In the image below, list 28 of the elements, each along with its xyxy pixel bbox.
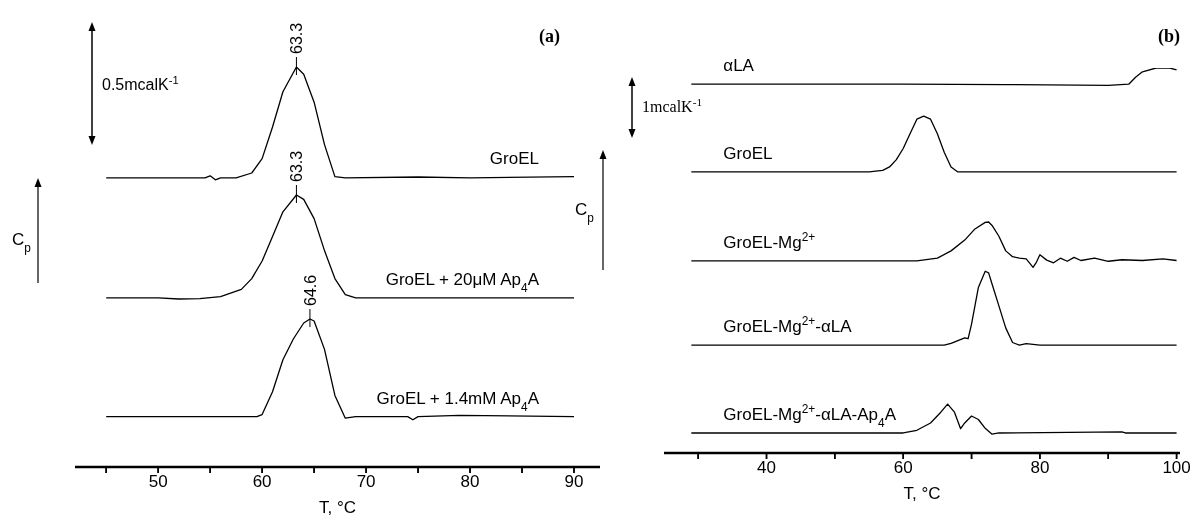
- x-tick-label: 60: [252, 472, 272, 492]
- y-axis-title: C$_{p}$: [575, 200, 595, 225]
- series-label: GroEL-Mg$^{2+}$-αLA-Ap$_{4}$A: [723, 401, 897, 430]
- chart-title: (a): [539, 26, 560, 47]
- x-tick-label: 80: [1030, 458, 1050, 478]
- x-tick-label: 60: [893, 458, 913, 478]
- x-axis-title: T, °C: [318, 498, 357, 517]
- y-axis-title: C$_{p}$: [12, 230, 32, 255]
- x-tick-label: 40: [757, 458, 776, 478]
- series-label: GroEL-Mg$^{2+}$: [723, 229, 816, 252]
- series-label: GroEL + 1.4mM Ap$_{4}$A: [376, 388, 540, 414]
- annotation: 1mcalK$^{-1}$: [642, 96, 702, 115]
- x-tick-label: 70: [356, 472, 376, 492]
- series-label: GroEL + 20μM Ap$_{4}$A: [385, 269, 540, 295]
- annotation: 63.3: [288, 150, 306, 182]
- annotation: 0.5mcalK$^{-1}$: [102, 74, 179, 93]
- x-tick-label: 50: [148, 472, 168, 492]
- x-tick-label: 80: [460, 472, 480, 492]
- x-tick-label: 100: [1162, 458, 1191, 478]
- chart-title: (b): [1158, 26, 1180, 47]
- x-tick-label: 90: [564, 472, 584, 492]
- series-label: GroEL: [489, 148, 540, 168]
- series-label: GroEL-Mg$^{2+}$-αLA: [723, 314, 853, 337]
- series-label: GroEL: [723, 143, 773, 163]
- annotation: 64.6: [301, 274, 319, 306]
- x-axis-title: T, °C: [903, 484, 941, 503]
- series-label: αLA: [723, 56, 755, 76]
- text: 63.3: [288, 22, 306, 54]
